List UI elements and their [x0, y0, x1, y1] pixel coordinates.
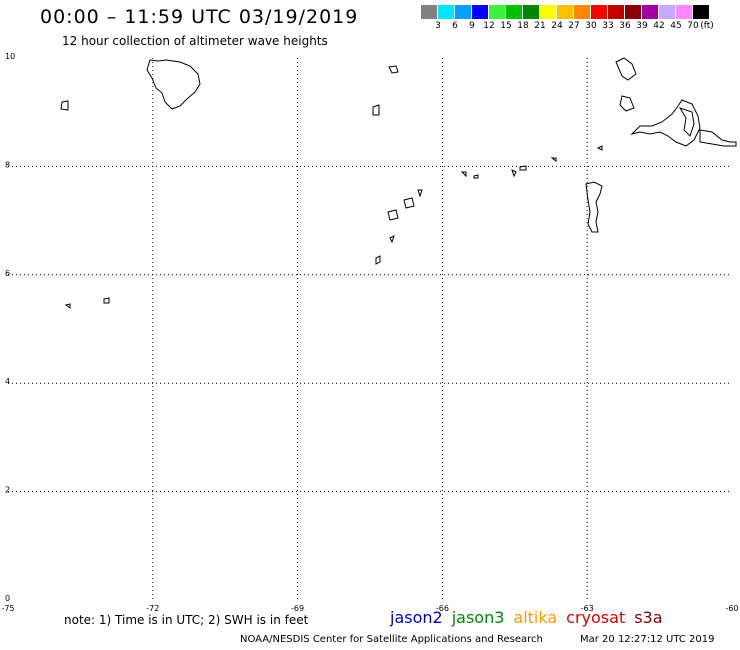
longitude-tick-label: -66	[436, 604, 449, 613]
islet-chain-2	[511, 169, 517, 178]
footer-note: note: 1) Time is in UTC; 2) SWH is in fe…	[64, 613, 309, 627]
legend-bin-label: 36	[619, 21, 631, 31]
legend-swatch	[557, 5, 574, 19]
legend-swatch	[591, 5, 608, 19]
longitude-tick-label: -72	[146, 604, 159, 613]
longitude-tick-label: -69	[291, 604, 304, 613]
islet-ne-2	[550, 157, 557, 162]
latitude-tick-label: 2	[5, 486, 10, 495]
legend-swatch	[421, 5, 438, 19]
legend-bin-label: 21	[534, 21, 546, 31]
legend-swatch	[540, 5, 557, 19]
legend-swatch	[438, 5, 455, 19]
satellite-name: jason3	[451, 608, 505, 627]
map-title: 00:00 – 11:59 UTC 03/19/2019	[40, 6, 359, 28]
legend-swatch	[455, 5, 472, 19]
legend-swatch	[608, 5, 625, 19]
coastline-southeast	[585, 181, 603, 233]
legend-bin-label: 70	[687, 21, 699, 31]
legend-swatch	[642, 5, 659, 19]
latitude-tick-label: 4	[5, 377, 10, 386]
longitude-tick-label: -63	[581, 604, 594, 613]
latitude-tick-label: 8	[5, 160, 10, 169]
satellite-name: cryosat	[566, 608, 626, 627]
island-chain-a	[417, 189, 423, 198]
legend-bin-label: 12	[483, 21, 495, 31]
legend-swatch	[676, 5, 693, 19]
legend-bin-label: 18	[517, 21, 529, 31]
legend-bin-label: 33	[602, 21, 614, 31]
legend-swatches	[421, 5, 710, 19]
map-subtitle: 12 hour collection of altimeter wave hei…	[62, 34, 328, 48]
island-chain-d	[389, 235, 395, 244]
legend-swatch	[506, 5, 523, 19]
legend-swatch	[659, 5, 676, 19]
wave-height-legend: 3 6 9 12 15 18 21 24 27 30 33 36 39 42 45 70 (ft)	[421, 5, 714, 31]
coastlines	[60, 57, 737, 309]
legend-swatch	[472, 5, 489, 19]
islet-ne-1	[596, 145, 603, 151]
legend-unit: (ft)	[700, 21, 714, 31]
legend-swatch	[693, 5, 710, 19]
generated-timestamp: Mar 20 12:27:12 UTC 2019	[580, 634, 715, 645]
legend-swatch	[489, 5, 506, 19]
island-top-center	[388, 65, 399, 74]
coastline-northeast	[615, 57, 737, 147]
legend-bin-label: 27	[568, 21, 580, 31]
island-southwest-1	[64, 303, 71, 309]
latitude-tick-label: 6	[5, 269, 10, 278]
grid-lines	[8, 58, 732, 600]
island-mid-center	[372, 104, 380, 116]
latitude-tick-label: 10	[5, 52, 15, 61]
latitude-tick-label: 0	[5, 594, 10, 603]
legend-labels: 3 6 9 12 15 18 21 24 27 30 33 36 39 42 45 70 (ft)	[421, 19, 714, 31]
island-west	[60, 100, 69, 111]
legend-bin-label: 15	[500, 21, 512, 31]
coastline-northeast-inner	[678, 107, 695, 137]
credit-text: NOAA/NESDIS Center for Satellite Applica…	[240, 634, 543, 645]
islet-chain-4	[460, 171, 467, 178]
legend-bin-label: 24	[551, 21, 563, 31]
longitude-tick-label: -75	[1, 604, 14, 613]
legend-bin-label: 39	[636, 21, 648, 31]
satellite-name: s3a	[634, 608, 663, 627]
legend-bin-label: 42	[653, 21, 665, 31]
satellite-name: jason2	[390, 608, 443, 627]
legend-bin-label: 3	[435, 21, 441, 31]
island-southwest-2	[103, 297, 110, 304]
satellite-legend: jason2 jason3 altika cryosat s3a	[390, 608, 672, 627]
axis-tick-labels: -75 -72 -69 -66 -63 -60 0 2 4 6 8 10	[1, 52, 738, 613]
longitude-tick-label: -60	[725, 604, 738, 613]
satellite-name: altika	[513, 608, 558, 627]
island-chain-e	[375, 255, 381, 265]
island-chain-c	[387, 209, 399, 221]
legend-swatch	[523, 5, 540, 19]
legend-swatch	[625, 5, 642, 19]
islet-chain-1	[519, 165, 527, 171]
legend-bin-label: 6	[452, 21, 458, 31]
legend-bin-label: 45	[670, 21, 682, 31]
coastline-northwest	[146, 59, 201, 110]
legend-swatch	[574, 5, 591, 19]
legend-bin-label: 30	[585, 21, 597, 31]
islet-chain-3	[473, 174, 479, 179]
island-chain-b	[403, 197, 415, 209]
legend-bin-label: 9	[469, 21, 475, 31]
